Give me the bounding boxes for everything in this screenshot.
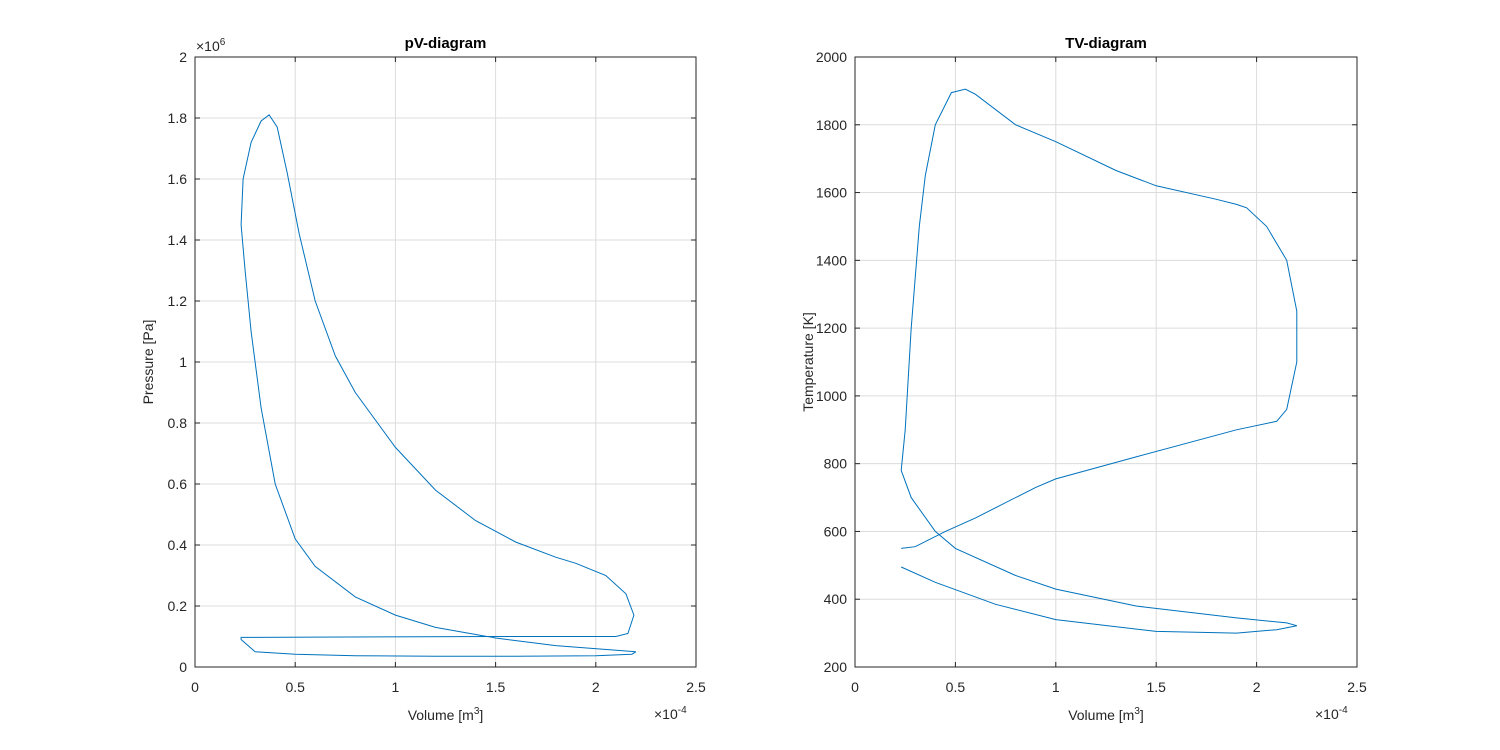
x-axis-label-sup: 3 xyxy=(1134,706,1140,717)
y-tick-label: 400 xyxy=(824,591,848,607)
y-tick-label: 0 xyxy=(179,659,187,675)
x-tick-label: 1.5 xyxy=(486,679,506,695)
y-tick-label: 2 xyxy=(179,49,187,65)
x-tick-label: 2.5 xyxy=(686,679,706,695)
x-axis-label: Volume [m3] xyxy=(1068,706,1144,723)
x-tick-label: 1.5 xyxy=(1146,679,1166,695)
y-multiplier-base: ×10 xyxy=(196,38,220,54)
x-axis-label-text: Volume [m xyxy=(408,707,474,723)
y-tick-label: 1400 xyxy=(816,252,847,268)
x-tick-label: 2.5 xyxy=(1347,679,1367,695)
x-multiplier-exponent: -4 xyxy=(678,705,687,716)
y-tick-label: 1.8 xyxy=(168,110,188,126)
x-axis-label: Volume [m3] xyxy=(408,706,484,723)
x-axis-label-tail: ] xyxy=(1140,707,1144,723)
y-tick-label: 0.4 xyxy=(168,537,188,553)
x-multiplier-base: ×10 xyxy=(654,706,678,722)
x-multiplier-exponent: -4 xyxy=(1339,705,1348,716)
data-line xyxy=(240,114,637,657)
x-multiplier-base: ×10 xyxy=(1315,706,1339,722)
y-axis-label: Pressure [Pa] xyxy=(140,320,156,405)
y-tick-label: 200 xyxy=(824,659,848,675)
axes-background xyxy=(855,57,1357,667)
y-tick-label: 1.2 xyxy=(168,293,188,309)
y-multiplier-exponent: 6 xyxy=(220,37,226,48)
x-tick-label: 0 xyxy=(851,679,859,695)
x-axis-label-sup: 3 xyxy=(474,706,480,717)
y-tick-label: 2000 xyxy=(816,49,847,65)
y-tick-label: 1 xyxy=(179,354,187,370)
chart-title: pV-diagram xyxy=(405,35,487,52)
y-tick-label: 1000 xyxy=(816,388,847,404)
y-tick-label: 800 xyxy=(824,456,848,472)
x-axis-label-text: Volume [m xyxy=(1068,707,1134,723)
x-multiplier: ×10-4 xyxy=(1315,705,1348,722)
y-tick-label: 1800 xyxy=(816,117,847,133)
x-tick-label: 1 xyxy=(392,679,400,695)
x-tick-label: 0.5 xyxy=(946,679,966,695)
x-tick-label: 1 xyxy=(1052,679,1060,695)
x-axis-label-tail: ] xyxy=(479,707,483,723)
y-axis-label: Temperature [K] xyxy=(800,312,816,412)
x-tick-label: 2 xyxy=(592,679,600,695)
axes-frame xyxy=(194,56,697,668)
y-tick-label: 600 xyxy=(824,523,848,539)
y-tick-label: 1600 xyxy=(816,185,847,201)
y-tick-label: 1.6 xyxy=(168,171,188,187)
chart-title: TV-diagram xyxy=(1065,35,1147,52)
data-line xyxy=(900,88,1298,634)
y-tick-label: 0.8 xyxy=(168,415,188,431)
y-multiplier: ×106 xyxy=(196,37,226,54)
y-tick-label: 0.2 xyxy=(168,598,188,614)
x-tick-label: 2 xyxy=(1253,679,1261,695)
x-multiplier: ×10-4 xyxy=(654,705,687,722)
y-tick-label: 1.4 xyxy=(168,232,188,248)
axes-frame xyxy=(854,56,1358,668)
x-tick-label: 0 xyxy=(191,679,199,695)
x-tick-label: 0.5 xyxy=(285,679,305,695)
y-tick-label: 1200 xyxy=(816,320,847,336)
y-tick-label: 0.6 xyxy=(168,476,188,492)
